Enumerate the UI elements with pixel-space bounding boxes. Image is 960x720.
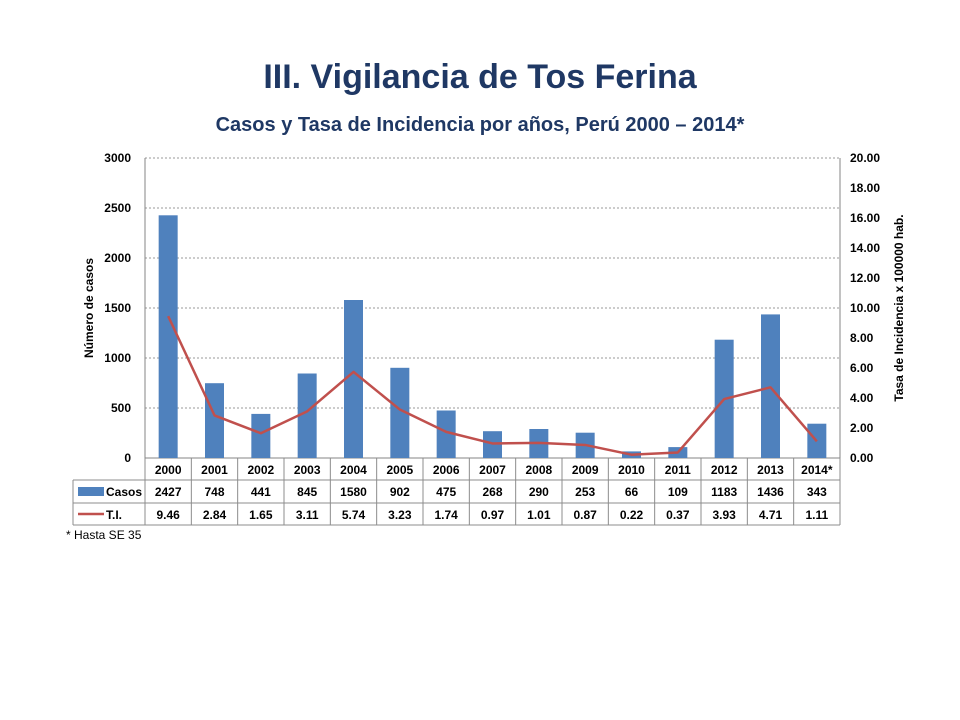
legend-key-casos	[78, 487, 104, 496]
bar-casos-2006	[436, 410, 456, 458]
table-cell-casos: 1436	[757, 485, 784, 499]
bar-casos-2001	[205, 383, 224, 458]
table-cell-casos: 343	[807, 485, 827, 499]
chart-subtitle: Casos y Tasa de Incidencia por años, Per…	[215, 114, 745, 136]
table-cell-casos: 475	[436, 485, 456, 499]
x-tick-label: 2003	[294, 463, 321, 477]
bar-casos-2005	[390, 367, 410, 458]
y-tick-label: 1500	[104, 301, 131, 315]
table-cell-ti: 0.87	[573, 508, 597, 522]
x-tick-label: 2004	[340, 463, 367, 477]
x-tick-label: 2006	[433, 463, 460, 477]
x-tick-label: 2014*	[801, 463, 833, 477]
y2-tick-label: 4.00	[850, 391, 874, 405]
table-cell-casos: 1580	[340, 485, 367, 499]
y-axis-label: Número de casos	[82, 258, 96, 358]
y-tick-label: 500	[111, 401, 131, 415]
bar-casos-2003	[297, 373, 317, 458]
table-cell-ti: 0.37	[666, 508, 690, 522]
table-cell-casos: 748	[204, 485, 224, 499]
y2-tick-label: 18.00	[850, 181, 880, 195]
y-tick-label: 3000	[104, 151, 131, 165]
footnote: * Hasta SE 35	[66, 528, 142, 542]
table-cell-ti: 1.65	[249, 508, 273, 522]
y2-tick-label: 0.00	[850, 451, 874, 465]
table-cell-casos: 253	[575, 485, 595, 499]
table-cell-ti: 0.22	[620, 508, 644, 522]
x-tick-label: 2011	[665, 463, 691, 477]
x-tick-label: 2013	[757, 463, 784, 477]
bar-casos-2002	[251, 413, 271, 458]
x-tick-label: 2009	[572, 463, 599, 477]
table-cell-casos: 268	[482, 485, 502, 499]
table-cell-ti: 3.23	[388, 508, 412, 522]
table-cell-ti: 4.71	[759, 508, 783, 522]
table-cell-ti: 3.93	[712, 508, 736, 522]
y2-tick-label: 12.00	[850, 271, 880, 285]
bar-casos-2000	[158, 215, 178, 458]
y2-tick-label: 8.00	[850, 331, 874, 345]
x-tick-label: 2008	[525, 463, 552, 477]
table-cell-casos: 290	[529, 485, 549, 499]
y-tick-label: 0	[124, 451, 131, 465]
table-cell-ti: 9.46	[156, 508, 180, 522]
x-tick-label: 2010	[618, 463, 645, 477]
table-cell-casos: 109	[668, 485, 688, 499]
table-cell-casos: 441	[251, 485, 271, 499]
table-cell-casos: 1183	[711, 485, 737, 499]
x-tick-label: 2012	[711, 463, 738, 477]
table-cell-casos: 2427	[155, 485, 182, 499]
x-tick-label: 2001	[201, 463, 228, 477]
legend-label-casos: Casos	[106, 485, 142, 499]
y-tick-label: 2500	[104, 201, 131, 215]
y2-tick-label: 20.00	[850, 151, 880, 165]
table-cell-ti: 1.74	[434, 508, 458, 522]
line-ti	[167, 315, 818, 456]
table-cell-ti: 1.11	[805, 508, 828, 522]
table-cell-ti: 0.97	[481, 508, 505, 522]
y2-tick-label: 6.00	[850, 361, 874, 375]
y2-axis-label: Tasa de Incidencia x 100000 hab.	[892, 214, 906, 401]
table-cell-casos: 845	[297, 485, 317, 499]
y-tick-label: 2000	[104, 251, 131, 265]
page-title: III. Vigilancia de Tos Ferina	[263, 58, 697, 96]
table-cell-ti: 2.84	[203, 508, 227, 522]
legend-label-ti: T.I.	[106, 508, 122, 522]
x-tick-label: 2000	[155, 463, 182, 477]
bar-casos-2004	[344, 300, 363, 458]
table-cell-casos: 66	[625, 485, 639, 499]
y2-tick-label: 2.00	[850, 421, 874, 435]
table-cell-casos: 902	[390, 485, 410, 499]
table-cell-ti: 3.11	[296, 508, 319, 522]
x-tick-label: 2002	[247, 463, 274, 477]
table-cell-ti: 1.01	[527, 508, 551, 522]
y2-tick-label: 14.00	[850, 241, 880, 255]
x-tick-label: 2007	[479, 463, 506, 477]
x-tick-label: 2005	[386, 463, 413, 477]
y2-tick-label: 10.00	[850, 301, 880, 315]
y2-tick-label: 16.00	[850, 211, 880, 225]
table-cell-ti: 5.74	[342, 508, 366, 522]
y-tick-label: 1000	[104, 351, 131, 365]
